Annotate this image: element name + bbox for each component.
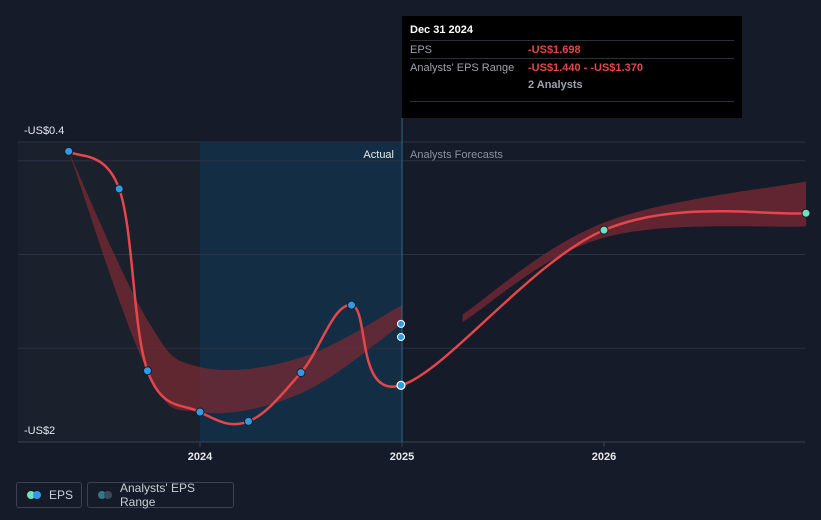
legend-eps-range[interactable]: Analysts' EPS Range bbox=[87, 481, 234, 509]
eps-range-point[interactable] bbox=[396, 333, 405, 341]
eps-point[interactable] bbox=[64, 146, 74, 156]
eps-point[interactable] bbox=[347, 300, 356, 310]
eps-point[interactable] bbox=[114, 184, 124, 194]
eps-range-point[interactable] bbox=[396, 319, 405, 328]
y-axis-bottom-label: -US$2 bbox=[24, 425, 55, 437]
tooltip-analysts-count: 2 Analysts bbox=[528, 78, 583, 91]
eps-tooltip: Dec 31 2024 EPS -US$1.698 Analysts' EPS … bbox=[402, 16, 742, 118]
x-tick-label: 2024 bbox=[188, 451, 213, 463]
eps-range-band-forecast bbox=[462, 181, 806, 322]
eps-points bbox=[64, 146, 811, 426]
eps-range-band-actual bbox=[68, 151, 402, 414]
eps-chart: -US$0.4 -US$2 Actual Analysts Forecasts … bbox=[18, 118, 811, 463]
x-axis-ticks: 2024 2025 2026 bbox=[188, 442, 616, 463]
tooltip-eps-row: EPS -US$1.698 bbox=[410, 40, 734, 58]
eps-point[interactable] bbox=[396, 380, 406, 390]
tooltip-analysts-row: 2 Analysts bbox=[410, 76, 734, 93]
eps-point[interactable] bbox=[243, 416, 253, 426]
actual-region-label: Actual bbox=[363, 149, 394, 161]
tooltip-divider bbox=[410, 101, 734, 102]
eps-point[interactable] bbox=[195, 407, 205, 417]
x-tick-label: 2026 bbox=[592, 451, 616, 463]
tooltip-range-label: Analysts' EPS Range bbox=[410, 61, 515, 74]
legend-eps[interactable]: EPS bbox=[16, 482, 82, 508]
eps-point[interactable] bbox=[801, 208, 811, 218]
y-axis-top-label: -US$0.4 bbox=[24, 125, 64, 137]
tooltip-eps-label: EPS bbox=[410, 43, 433, 56]
tooltip-range-value: -US$1.440 - -US$1.370 bbox=[528, 61, 643, 74]
eps-point[interactable] bbox=[599, 225, 609, 235]
eps-legend-icon bbox=[27, 491, 41, 499]
legend-eps-label: EPS bbox=[49, 488, 74, 502]
eps-point[interactable] bbox=[142, 366, 152, 376]
tooltip-eps-value: -US$1.698 bbox=[528, 43, 581, 56]
range-legend-icon bbox=[98, 491, 112, 499]
forecast-region-label: Analysts Forecasts bbox=[410, 149, 503, 161]
tooltip-range-row: Analysts' EPS Range -US$1.440 - -US$1.37… bbox=[410, 58, 734, 76]
tooltip-date: Dec 31 2024 bbox=[410, 24, 473, 36]
legend-range-label: Analysts' EPS Range bbox=[120, 481, 195, 509]
eps-point[interactable] bbox=[296, 368, 306, 378]
x-tick-label: 2025 bbox=[390, 451, 414, 463]
